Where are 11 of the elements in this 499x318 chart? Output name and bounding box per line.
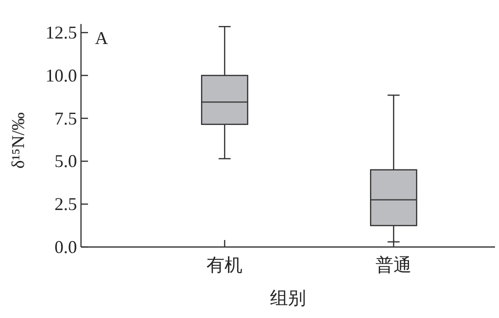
- annotation: A: [95, 28, 108, 48]
- y-axis-title: δ¹⁵N/‰: [8, 112, 28, 169]
- y-tick-label: 12.5: [46, 22, 77, 43]
- y-tick-label: 5.0: [54, 151, 77, 172]
- x-axis-title: 组别: [270, 288, 306, 308]
- x-tick-label: 普通: [376, 255, 412, 275]
- y-tick-label: 10.0: [46, 65, 77, 86]
- x-tick-label: 有机: [206, 255, 243, 275]
- y-tick-label: 2.5: [54, 194, 77, 214]
- y-tick-label: 0.0: [54, 237, 77, 257]
- y-tick-label: 7.5: [54, 108, 77, 128]
